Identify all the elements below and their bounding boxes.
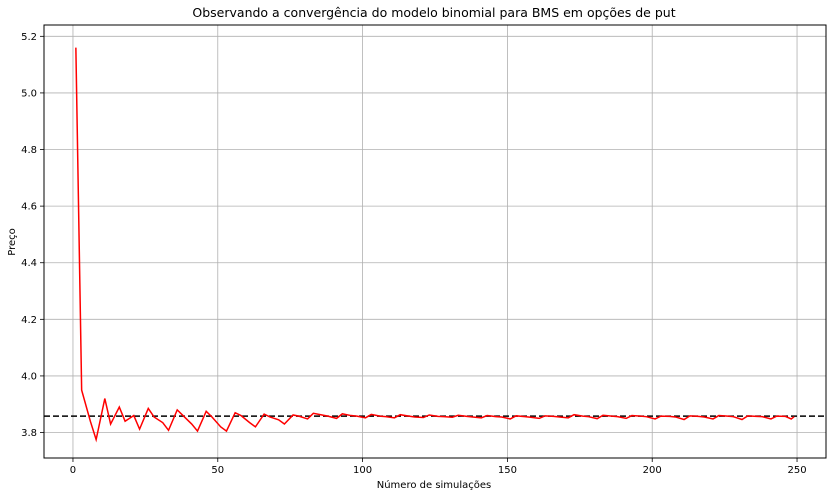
y-tick-label: 4.4 xyxy=(21,258,37,269)
plot-frame xyxy=(43,24,827,459)
y-tick-label: 4.0 xyxy=(21,371,37,382)
y-tick-label: 3.8 xyxy=(21,428,37,439)
x-tick-label: 100 xyxy=(353,465,372,476)
chart-title: Observando a convergência do modelo bino… xyxy=(192,5,675,20)
y-tick-label: 5.0 xyxy=(21,88,37,99)
y-tick-label: 4.2 xyxy=(21,315,37,326)
y-tick-label: 5.2 xyxy=(21,32,37,43)
x-axis-ticks: 0 50 100 150 200 250 xyxy=(70,458,807,476)
y-axis-ticks: 3.8 4.0 4.2 4.4 4.6 4.8 5.0 5.2 xyxy=(21,32,44,439)
x-axis-label: Número de simulações xyxy=(377,479,492,491)
y-axis-label: Preço xyxy=(7,228,18,256)
x-tick-label: 150 xyxy=(498,465,517,476)
x-tick-label: 250 xyxy=(787,465,806,476)
x-tick-label: 200 xyxy=(643,465,662,476)
series-line xyxy=(75,47,795,443)
y-tick-label: 4.6 xyxy=(21,202,37,213)
x-tick-label: 50 xyxy=(211,465,224,476)
grid xyxy=(44,25,826,458)
x-tick-label: 0 xyxy=(70,465,76,476)
y-tick-label: 4.8 xyxy=(21,145,37,156)
